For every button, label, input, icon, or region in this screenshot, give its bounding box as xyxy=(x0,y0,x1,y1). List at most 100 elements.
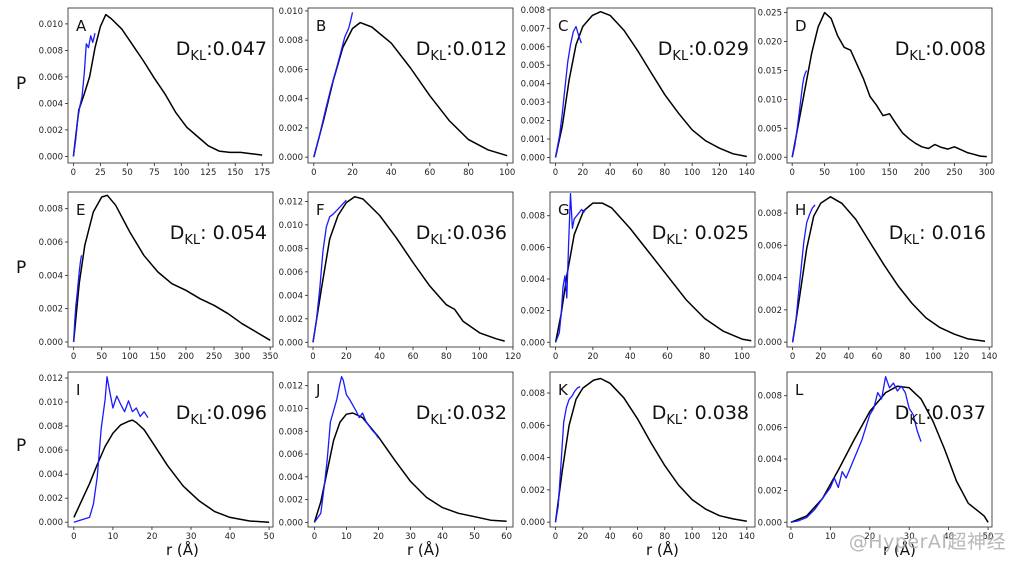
y-tick-label: 0.002 xyxy=(758,306,782,316)
y-tick: 0.010 xyxy=(39,398,68,408)
panel-E: 0 50 100 150 200 250 300 350 0.000 0.002 0.004 0.00… xyxy=(39,191,278,362)
y-tick: 0.008 xyxy=(521,6,550,16)
y-tick-label: 0.006 xyxy=(758,241,782,251)
x-tick: 75 xyxy=(149,163,160,178)
y-tick: 0.006 xyxy=(39,73,68,83)
dkl-label: DKL: 0.016 xyxy=(889,222,986,248)
x-tick: 250 xyxy=(206,347,222,362)
x-tick-label: 80 xyxy=(659,532,670,542)
x-tick: 40 xyxy=(386,163,397,178)
y-tick-label: 0.002 xyxy=(39,305,63,315)
y-tick: 0.008 xyxy=(521,389,550,399)
x-tick: 30 xyxy=(186,527,196,542)
x-tick: 150 xyxy=(881,163,898,178)
y-tick: 0.006 xyxy=(758,241,787,251)
y-tick-label: 0.010 xyxy=(279,7,303,17)
series-line-reference xyxy=(791,196,986,343)
x-tick: 80 xyxy=(699,347,710,362)
series-line-reference xyxy=(312,195,505,343)
x-tick-label: 80 xyxy=(900,352,911,362)
x-tick: 120 xyxy=(953,347,969,362)
x-tick: 0 xyxy=(71,527,77,542)
y-tick-label: 0.006 xyxy=(39,446,63,456)
x-tick-label: 0 xyxy=(788,532,793,542)
y-tick-label: 0.006 xyxy=(521,421,545,431)
x-tick: 20 xyxy=(347,163,358,178)
y-tick: 0.004 xyxy=(279,473,308,483)
xlabel-col-2: r (Å) xyxy=(407,541,440,559)
x-tick: 30 xyxy=(405,527,416,542)
x-tick-label: 0 xyxy=(71,168,76,178)
panel-label: G xyxy=(558,201,570,219)
x-tick-label: 125 xyxy=(200,168,216,178)
x-tick: 10 xyxy=(107,527,118,542)
y-tick-label: 0.004 xyxy=(758,455,782,465)
y-tick: 0.000 xyxy=(279,518,308,528)
x-tick: 20 xyxy=(864,527,875,542)
y-tick: 0.006 xyxy=(39,238,68,248)
x-tick-label: 200 xyxy=(178,352,194,362)
y-tick: 0.008 xyxy=(39,422,68,432)
x-tick-label: 0 xyxy=(71,532,76,542)
y-tick-label: 0.000 xyxy=(521,518,545,528)
x-tick-label: 40 xyxy=(943,532,954,542)
x-tick-label: 0 xyxy=(311,168,316,178)
panel-F: 0 20 40 60 80 100 120 0.000 0.002 0.004 0.006 0.008… xyxy=(279,191,521,362)
x-tick: 20 xyxy=(577,163,588,178)
x-tick: 100 xyxy=(734,347,750,362)
series-line-simulated xyxy=(73,376,149,523)
y-tick-label: 0.008 xyxy=(279,244,303,254)
series-line-reference xyxy=(554,10,747,158)
y-tick-label: 0.000 xyxy=(758,518,782,528)
series-line-simulated xyxy=(791,204,816,343)
y-tick-label: 0.008 xyxy=(39,205,63,215)
y-tick-label: 0.015 xyxy=(758,66,782,76)
axes-frame xyxy=(307,191,514,348)
dkl-label: DKL: 0.054 xyxy=(170,222,267,248)
y-tick: 0.008 xyxy=(39,205,68,215)
axes-frame xyxy=(549,7,756,164)
x-tick: 0 xyxy=(553,163,558,178)
x-tick-label: 60 xyxy=(871,352,882,362)
series-line-reference xyxy=(313,412,507,523)
y-tick: 0.000 xyxy=(39,518,68,528)
x-tick: 40 xyxy=(943,527,954,542)
x-tick: 140 xyxy=(739,163,755,178)
x-tick: 100 xyxy=(499,163,515,178)
x-tick-label: 100 xyxy=(684,168,700,178)
watermark: @HyperAI超神经 xyxy=(848,531,1006,553)
x-tick: 80 xyxy=(900,347,911,362)
x-tick-label: 100 xyxy=(122,352,138,362)
y-tick: 0.012 xyxy=(279,382,308,392)
x-tick-label: 80 xyxy=(463,168,474,178)
x-tick-label: 20 xyxy=(577,168,588,178)
dkl-label: DKL:0.032 xyxy=(416,402,507,428)
x-tick: 200 xyxy=(178,347,194,362)
y-tick: 0.002 xyxy=(521,117,550,127)
x-tick-label: 30 xyxy=(904,532,915,542)
y-tick-label: 0.000 xyxy=(39,338,63,348)
x-tick: 80 xyxy=(463,163,474,178)
x-tick: 120 xyxy=(711,163,728,178)
x-tick: 50 xyxy=(264,527,275,542)
panel-L: 0 10 20 30 40 50 0.000 0.002 0.004 0.006 0.008 L DKL… xyxy=(758,371,994,542)
series-line-simulated xyxy=(72,255,83,343)
y-tick-label: 0.010 xyxy=(39,20,63,30)
x-tick-label: 100 xyxy=(734,352,750,362)
axes-frame xyxy=(549,191,756,348)
y-tick-label: 0.006 xyxy=(521,243,545,253)
y-tick: 0.000 xyxy=(758,153,787,163)
x-tick-label: 120 xyxy=(953,352,969,362)
x-tick-label: 40 xyxy=(605,168,616,178)
series-line-simulated xyxy=(554,192,586,343)
x-tick: 40 xyxy=(605,527,616,542)
x-tick-label: 50 xyxy=(264,532,275,542)
x-tick-label: 50 xyxy=(983,532,994,542)
x-tick: 60 xyxy=(408,347,418,362)
y-tick-label: 0.010 xyxy=(758,95,782,105)
x-tick: 40 xyxy=(374,347,385,362)
panel-B: 0 20 40 60 80 100 0.000 0.002 0.004 0.006 0.008 0.0… xyxy=(279,7,516,178)
x-tick-label: 200 xyxy=(914,168,930,178)
x-tick: 40 xyxy=(605,163,616,178)
